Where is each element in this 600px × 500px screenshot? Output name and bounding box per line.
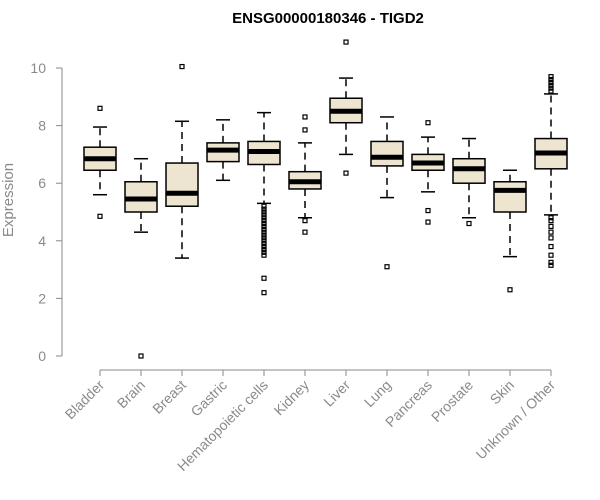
outlier-point: [261, 229, 267, 235]
box-pancreas: [411, 120, 445, 225]
x-tick-label: Prostate: [428, 377, 476, 425]
outlier-point: [548, 235, 554, 241]
x-tick-label: Brain: [114, 377, 148, 411]
outlier-point: [261, 209, 267, 215]
outlier-point: [507, 287, 513, 293]
outlier-point: [425, 219, 431, 225]
outlier-point: [548, 82, 554, 88]
box-lung: [370, 116, 404, 270]
outlier-point: [548, 259, 554, 265]
outlier-point: [261, 223, 267, 229]
y-tick-label: 4: [38, 233, 46, 249]
chart-title: ENSG00000180346 - TIGD2: [232, 10, 424, 27]
outlier-point: [384, 264, 390, 270]
box-unknown-other: [534, 74, 568, 268]
outlier-point: [548, 79, 554, 86]
outlier-point: [548, 76, 554, 83]
x-tick-label: Bladder: [62, 377, 108, 423]
outlier-point: [548, 262, 554, 268]
outlier-point: [261, 249, 267, 255]
outlier-point: [261, 203, 267, 209]
outlier-point: [548, 85, 554, 91]
outlier-point: [302, 229, 308, 235]
outlier-point: [261, 226, 267, 232]
outlier-point: [343, 39, 349, 45]
outlier-point: [97, 105, 103, 111]
y-tick-label: 0: [38, 348, 46, 364]
outlier-point: [302, 127, 308, 133]
outlier-point: [343, 170, 349, 176]
y-axis: 0 2 4 6 8 10: [30, 60, 63, 364]
outlier-point: [302, 114, 308, 120]
x-tick-label: Kidney: [271, 377, 313, 419]
outlier-point: [261, 235, 267, 241]
outlier-point: [425, 120, 431, 126]
outlier-point: [548, 223, 554, 229]
box-gastric: [206, 119, 240, 182]
y-tick-label: 2: [38, 290, 46, 306]
iqr-box: [370, 140, 404, 167]
outlier-point: [302, 218, 308, 224]
box-bladder: [83, 105, 117, 219]
box-brain: [124, 157, 158, 359]
outlier-point: [548, 88, 554, 94]
y-tick-label: 8: [38, 118, 46, 134]
outlier-point: [261, 238, 267, 244]
outlier-point: [97, 213, 103, 219]
outlier-point: [466, 220, 472, 227]
outlier-point: [261, 218, 267, 224]
box-hematopoietic-cells: [247, 111, 281, 296]
outlier-point: [261, 232, 267, 238]
outlier-point: [261, 290, 267, 296]
iqr-box: [493, 181, 527, 213]
outlier-point: [261, 252, 267, 258]
outlier-point: [138, 353, 144, 359]
outlier-point: [548, 229, 554, 235]
x-tick-label: Liver: [320, 377, 353, 410]
x-tick-label: Lung: [361, 377, 394, 410]
outlier-point: [261, 215, 267, 221]
iqr-box: [165, 162, 199, 207]
y-axis-label: Expression: [0, 163, 17, 237]
boxes: [83, 39, 568, 359]
x-tick-label: Skin: [487, 377, 518, 408]
box-skin: [493, 169, 527, 293]
outlier-point: [179, 63, 185, 70]
box-liver: [329, 39, 363, 176]
outlier-point: [261, 246, 267, 253]
outlier-point: [261, 241, 267, 247]
box-kidney: [288, 114, 322, 235]
outlier-point: [261, 206, 267, 212]
outlier-point: [548, 74, 554, 80]
outlier-point: [261, 220, 267, 227]
y-tick-label: 10: [30, 60, 46, 76]
outlier-point: [425, 207, 431, 214]
outlier-point: [548, 243, 554, 250]
outlier-point: [548, 215, 554, 221]
outlier-point: [548, 252, 554, 258]
outlier-point: [261, 275, 267, 281]
box-breast: [165, 63, 199, 259]
outlier-point: [261, 212, 267, 218]
y-tick-label: 6: [38, 175, 46, 191]
x-tick-label: Breast: [149, 377, 189, 417]
box-prostate: [452, 137, 486, 227]
outlier-point: [548, 218, 554, 224]
outlier-point: [261, 243, 267, 250]
